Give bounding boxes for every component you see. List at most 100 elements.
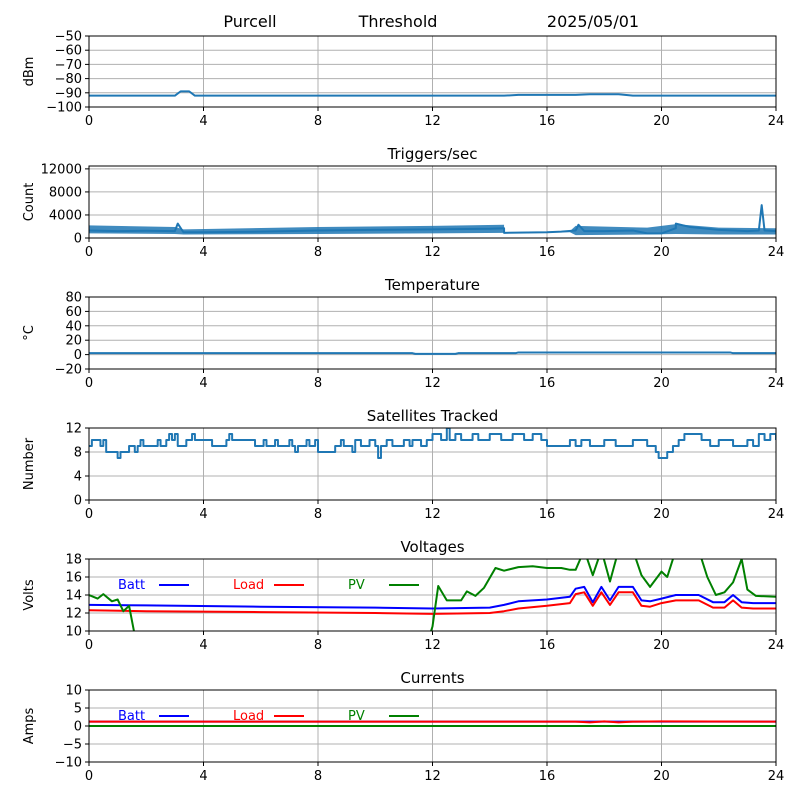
y-tick-label: 12 (65, 422, 82, 437)
x-tick-label: 4 (199, 507, 207, 522)
series-line-load (89, 591, 776, 615)
x-tick-label: 12 (424, 376, 441, 391)
x-tick-label: 24 (768, 114, 785, 129)
x-tick-label: 12 (424, 245, 441, 260)
y-tick-label: 18 (65, 553, 82, 568)
y-tick-label: −50 (55, 30, 82, 45)
x-tick-label: 12 (424, 114, 441, 129)
series-line-pv (89, 559, 776, 631)
y-axis-label: Number (22, 437, 37, 490)
x-tick-label: 0 (85, 245, 93, 260)
x-tick-label: 4 (199, 376, 207, 391)
x-tick-label: 4 (199, 114, 207, 129)
legend-label-load: Load (233, 578, 264, 593)
x-tick-label: 8 (314, 114, 322, 129)
series-line (89, 90, 776, 97)
x-tick-label: 0 (85, 114, 93, 129)
chart-panel-5: 0 4 8 12 16 20 24 10 12 14 16 18 Volts Voltages Batt Lo… (22, 538, 784, 653)
y-tick-label: −5 (63, 738, 82, 753)
x-tick-label: 20 (653, 638, 670, 653)
y-axis-label: dBm (22, 57, 37, 87)
y-tick-label: 10 (65, 625, 82, 640)
y-tick-label: 0 (74, 720, 82, 735)
y-tick-label: 5 (74, 702, 82, 717)
y-tick-label: 8000 (49, 185, 82, 200)
plot-area (89, 428, 776, 459)
x-tick-label: 8 (314, 376, 322, 391)
x-tick-label: 16 (539, 507, 556, 522)
x-tick-label: 24 (768, 507, 785, 522)
x-tick-label: 20 (653, 245, 670, 260)
y-tick-label: −20 (55, 363, 82, 378)
legend: Batt Load PV (118, 578, 419, 593)
legend-label-pv: PV (348, 578, 365, 593)
y-tick-label: −90 (55, 86, 82, 101)
x-tick-label: 16 (539, 769, 556, 784)
x-tick-label: 16 (539, 376, 556, 391)
x-tick-label: 20 (653, 507, 670, 522)
series-line (89, 428, 776, 459)
y-tick-label: 4000 (49, 208, 82, 223)
y-tick-label: 0 (74, 494, 82, 509)
x-tick-label: 8 (314, 507, 322, 522)
y-tick-label: 60 (65, 305, 82, 320)
y-tick-label: 0 (74, 232, 82, 247)
plot-area (89, 720, 776, 727)
series-line-load (89, 720, 776, 724)
x-tick-label: 0 (85, 507, 93, 522)
y-tick-label: 0 (74, 348, 82, 363)
y-tick-label: −100 (46, 101, 82, 116)
chart-panel-4: 0 4 8 12 16 20 24 0 4 8 12 Number Satellites Tracked (22, 407, 784, 522)
y-tick-label: 14 (65, 589, 82, 604)
chart-panel-2: 0 4 8 12 16 20 24 0 4000 8000 12000 Count Triggers/s… (22, 145, 784, 260)
y-tick-label: 8 (74, 446, 82, 461)
chart-title: Satellites Tracked (367, 407, 498, 425)
legend-label-pv: PV (348, 709, 365, 724)
y-tick-label: 80 (65, 291, 82, 306)
series-line (89, 351, 776, 355)
y-tick-label: 20 (65, 334, 82, 349)
y-tick-label: 16 (65, 571, 82, 586)
y-axis-label: Count (22, 183, 37, 222)
y-axis-label: Amps (22, 707, 37, 744)
plot-area (89, 204, 776, 236)
y-tick-label: 4 (74, 470, 82, 485)
header-mode: Threshold (358, 12, 438, 31)
chart-title: Voltages (400, 538, 464, 556)
x-tick-label: 4 (199, 245, 207, 260)
x-tick-label: 12 (424, 638, 441, 653)
y-tick-label: −80 (55, 72, 82, 87)
x-tick-label: 16 (539, 114, 556, 129)
x-tick-label: 16 (539, 638, 556, 653)
plot-area (89, 90, 776, 97)
x-tick-label: 12 (424, 507, 441, 522)
y-tick-label: 12 (65, 607, 82, 622)
legend-label-batt: Batt (118, 709, 145, 724)
chart-panel-6: 0 4 8 12 16 20 24 −10 −5 0 5 10 Amps Currents Batt Load… (22, 669, 784, 784)
legend: Batt Load PV (118, 709, 419, 724)
chart-title: Triggers/sec (387, 145, 478, 163)
plot-area (89, 559, 776, 631)
legend-label-load: Load (233, 709, 264, 724)
x-tick-label: 16 (539, 245, 556, 260)
x-tick-label: 24 (768, 769, 785, 784)
x-tick-label: 4 (199, 638, 207, 653)
y-axis-label: °C (22, 325, 37, 341)
x-tick-label: 8 (314, 245, 322, 260)
y-tick-label: 10 (65, 684, 82, 699)
chart-title: Currents (400, 669, 464, 687)
y-tick-label: −70 (55, 58, 82, 73)
x-tick-label: 8 (314, 769, 322, 784)
x-tick-label: 8 (314, 638, 322, 653)
y-axis-label: Volts (22, 579, 37, 611)
x-tick-label: 20 (653, 114, 670, 129)
series-line-batt (89, 585, 776, 610)
x-tick-label: 12 (424, 769, 441, 784)
x-tick-label: 24 (768, 376, 785, 391)
header-station: Purcell (223, 12, 276, 31)
